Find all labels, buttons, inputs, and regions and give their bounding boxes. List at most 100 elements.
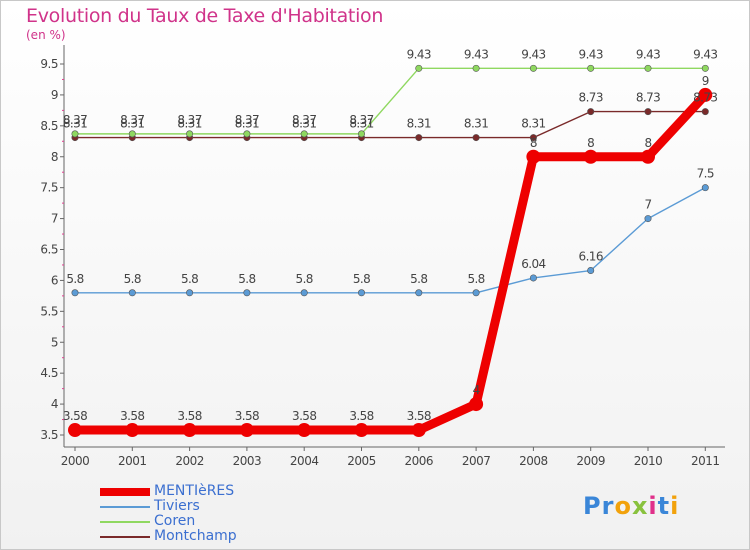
data-point [411,423,426,438]
data-point [415,134,423,142]
data-label: 8.73 [636,91,660,105]
legend-swatch [100,487,150,496]
data-label: 3.58 [63,409,87,423]
series-line-coren [74,67,706,135]
data-point [297,423,312,438]
legend-item: Coren [100,514,237,529]
data-label: 8.31 [349,117,373,131]
series-line-montchamp [74,110,706,139]
data-label: 8.37 [120,113,144,127]
y-tick-label: 7.5 [40,181,58,195]
data-point [125,423,140,438]
data-label: 8.31 [235,117,259,131]
legend-label: Montchamp [154,528,237,544]
data-label: 8.37 [63,113,87,127]
y-tick-label: 8 [51,150,58,164]
data-label: 3.58 [177,409,201,423]
data-label: 8.31 [63,117,87,131]
data-label: 4 [473,383,480,397]
x-tick-label: 2002 [175,454,204,468]
data-label: 8.31 [120,117,144,131]
y-tick-label: 6.5 [40,243,58,257]
x-tick-label: 2009 [576,454,605,468]
y-tick-label: 9 [51,88,58,102]
data-point [472,64,480,72]
y-tick-label: 9.5 [40,57,58,71]
data-point [472,134,480,142]
y-tick-label: 3.5 [40,428,58,442]
data-label: 3.58 [407,409,431,423]
data-point [128,130,136,138]
legend-item: Tiviers [100,499,237,514]
y-tick-label: 7 [51,212,58,226]
y-tick-label: 8.5 [40,119,58,133]
chart-legend: MENTIèRES Tiviers Coren Montchamp [100,484,237,544]
data-label: 3.58 [120,409,144,423]
data-point [701,64,709,72]
data-point [243,130,251,138]
legend-label: MENTIèRES [154,483,235,499]
y-tick-label: 5.5 [40,304,58,318]
data-point [472,289,480,297]
data-point [698,87,713,102]
data-point [415,289,423,297]
y-tick-label: 5 [51,335,58,349]
data-label: 9 [702,74,709,88]
data-point [300,289,308,297]
series-line-tiviers [74,186,706,294]
data-point [587,108,595,116]
legend-label: Tiviers [154,498,200,514]
data-label: 5.8 [238,272,255,286]
x-tick-label: 2010 [634,454,663,468]
data-point [357,289,365,297]
x-tick-label: 2007 [462,454,491,468]
data-label: 8.73 [693,91,717,105]
data-point [644,64,652,72]
data-label: 8.31 [292,117,316,131]
data-label: 8.37 [177,113,201,127]
data-point [641,149,655,164]
y-tick-label: 6 [51,273,58,287]
legend-label: Coren [154,513,196,529]
chart-unit-label: (en %) [26,28,66,42]
data-point [357,130,365,138]
data-label: 7.5 [697,167,714,181]
data-label: 5.8 [296,272,313,286]
data-label: 3.58 [235,409,259,423]
x-tick-label: 2004 [290,454,319,468]
y-tick-label: 4.5 [40,366,58,380]
data-point [529,64,537,72]
data-point [526,149,541,164]
legend-swatch [100,505,150,508]
data-point [71,130,79,138]
data-label: 9.43 [407,47,431,61]
data-point [469,397,484,412]
data-label: 9.43 [579,47,603,61]
data-point [186,130,194,138]
x-tick-label: 2005 [347,454,376,468]
data-point [644,108,652,116]
data-point [239,423,254,438]
data-label: 8.31 [177,117,201,131]
legend-item: Montchamp [100,529,237,544]
legend-item: MENTIèRES [100,484,237,499]
data-label: 9.43 [521,47,545,61]
series-line-mentières [70,90,710,435]
data-label: 3.58 [292,409,316,423]
data-point [587,267,595,275]
data-label: 6.16 [579,250,603,264]
data-label: 9.43 [464,47,488,61]
data-label: 5.8 [66,272,83,286]
data-point [182,423,197,438]
data-label: 8 [587,136,594,150]
data-label: 8.73 [579,91,603,105]
data-point [701,184,709,192]
data-label: 3.58 [349,409,373,423]
data-label: 8.31 [464,117,488,131]
data-label: 5.8 [467,272,484,286]
data-label: 8.31 [521,117,545,131]
data-label: 9.43 [636,47,660,61]
data-point [415,64,423,72]
